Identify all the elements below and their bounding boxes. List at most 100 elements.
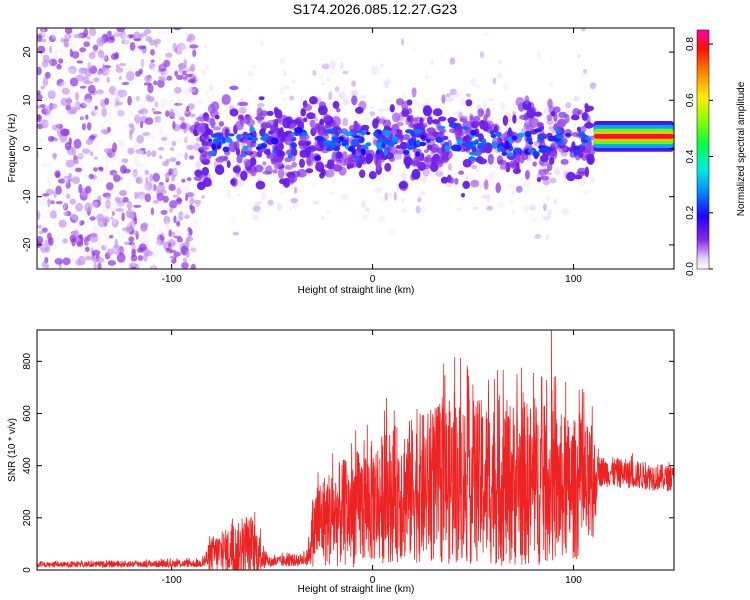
- spectrogram-cell: [87, 84, 96, 94]
- spectrogram-cell: [125, 71, 135, 81]
- spectrogram-cell: [81, 211, 88, 218]
- spectrogram-cell: [385, 108, 392, 112]
- y-tick-label: 20: [22, 46, 33, 58]
- spectrogram-cell: [456, 138, 463, 145]
- spectrogram-cell: [539, 175, 550, 181]
- spectrogram-cell: [529, 204, 536, 211]
- spectrogram-cell: [121, 158, 129, 164]
- spectrogram-cell: [440, 176, 449, 184]
- spectrogram-cell: [470, 129, 477, 136]
- spectrogram-cell: [547, 135, 556, 142]
- spectrogram-cell: [115, 64, 120, 68]
- spectrogram-cell: [512, 111, 516, 115]
- spectrogram-cell: [74, 92, 80, 101]
- spectrogram-cell: [184, 214, 190, 219]
- spectrogram-cell: [523, 124, 530, 129]
- spectrogram-cell: [152, 172, 160, 182]
- spectrogram-cell: [571, 132, 580, 137]
- spectrogram-cell: [139, 237, 149, 244]
- spectrogram-cell: [265, 165, 273, 175]
- spectrogram-cell: [549, 58, 553, 65]
- spectrogram-cell: [229, 108, 239, 117]
- spectrogram-cell: [330, 65, 336, 74]
- spectrogram-cell: [533, 128, 542, 133]
- spectrogram-cell: [205, 64, 209, 70]
- spectrogram-cell: [128, 212, 135, 219]
- spectrogram-cell: [576, 126, 582, 133]
- spectrogram-cell: [177, 96, 182, 106]
- spectrogram-cell: [547, 209, 552, 218]
- spectrogram-cell: [134, 152, 140, 162]
- spectrogram-cell: [511, 210, 515, 214]
- spectrogram-cell: [287, 153, 293, 159]
- spectrogram-cell: [468, 156, 477, 161]
- spectrogram-cell: [152, 184, 157, 192]
- spectrogram-cell: [522, 100, 532, 111]
- spectrogram-cell: [66, 68, 76, 75]
- spectrogram-cell: [539, 146, 547, 153]
- spectrogram-cell: [419, 117, 424, 125]
- spectrogram-cell: [151, 266, 156, 269]
- spectrogram-cell: [180, 185, 189, 193]
- spectrogram-cell: [183, 31, 189, 37]
- spectrogram-cell: [481, 32, 490, 37]
- spectrogram-cell: [392, 136, 399, 143]
- spectrogram-cell: [452, 111, 457, 116]
- spectrogram-cell: [326, 147, 333, 152]
- spectrogram-cell: [74, 101, 81, 111]
- spectrogram-cell: [290, 197, 299, 204]
- spectrogram-cell: [168, 98, 175, 102]
- spectrogram-cell: [272, 149, 277, 153]
- spectrogram-cell: [159, 98, 168, 103]
- spectrogram-cell: [576, 54, 582, 59]
- spectrogram-cell: [497, 201, 505, 209]
- spectrogram-cell: [482, 194, 490, 199]
- spectrogram-cell: [118, 76, 123, 80]
- spectrogram-cell: [63, 175, 71, 179]
- spectrogram-cell: [197, 99, 204, 105]
- spectrogram-cell: [340, 61, 344, 70]
- spectrogram-cell: [256, 107, 263, 117]
- spectrogram-cell: [130, 254, 138, 262]
- spectrogram-cell: [243, 158, 251, 167]
- spectrogram-cell: [113, 93, 119, 101]
- spectrogram-cell: [121, 81, 130, 86]
- spectrogram-cell: [129, 42, 136, 51]
- spectrogram-cell: [560, 158, 569, 165]
- spectrogram-cell: [189, 244, 196, 253]
- spectrogram-cell: [216, 156, 225, 163]
- y-tick-label: 0: [22, 145, 33, 151]
- spectrogram-cell: [351, 95, 358, 106]
- spectrogram-cell: [255, 146, 262, 151]
- spectrogram-cell: [62, 168, 67, 176]
- spectrogram-cell: [291, 79, 297, 84]
- spectrogram-cell: [179, 182, 184, 187]
- spectrogram-cell: [280, 136, 285, 143]
- spectrogram-cell: [111, 103, 118, 109]
- spectrogram-cell: [308, 155, 314, 166]
- spectrogram-cell: [186, 105, 190, 112]
- spectrogram-cell: [165, 158, 170, 164]
- spectrogram-cell: [344, 131, 353, 137]
- spectrogram-cell: [549, 177, 557, 184]
- spectrogram-cell: [459, 118, 467, 123]
- spectrogram-cell: [135, 176, 143, 184]
- spectrogram-cell: [66, 96, 72, 107]
- spectrogram-cell: [318, 105, 328, 116]
- spectrogram-cell: [178, 43, 187, 53]
- spectrogram-cell: [106, 76, 110, 83]
- spectrogram-cell: [152, 199, 160, 204]
- spectrogram-cell: [101, 197, 110, 202]
- spectrogram-cell: [121, 227, 130, 232]
- spectrogram-cell: [137, 110, 145, 114]
- spectrogram-cell: [190, 247, 197, 253]
- spectrogram-cell: [244, 134, 254, 139]
- spectrogram-cell: [329, 60, 336, 69]
- spectrogram-cell: [355, 155, 361, 163]
- spectrogram-cell: [192, 49, 197, 57]
- spectrogram-cell: [140, 200, 145, 205]
- spectrogram-cell: [120, 30, 127, 40]
- spectrogram-cell: [140, 120, 144, 129]
- spectrogram-cell: [260, 38, 264, 47]
